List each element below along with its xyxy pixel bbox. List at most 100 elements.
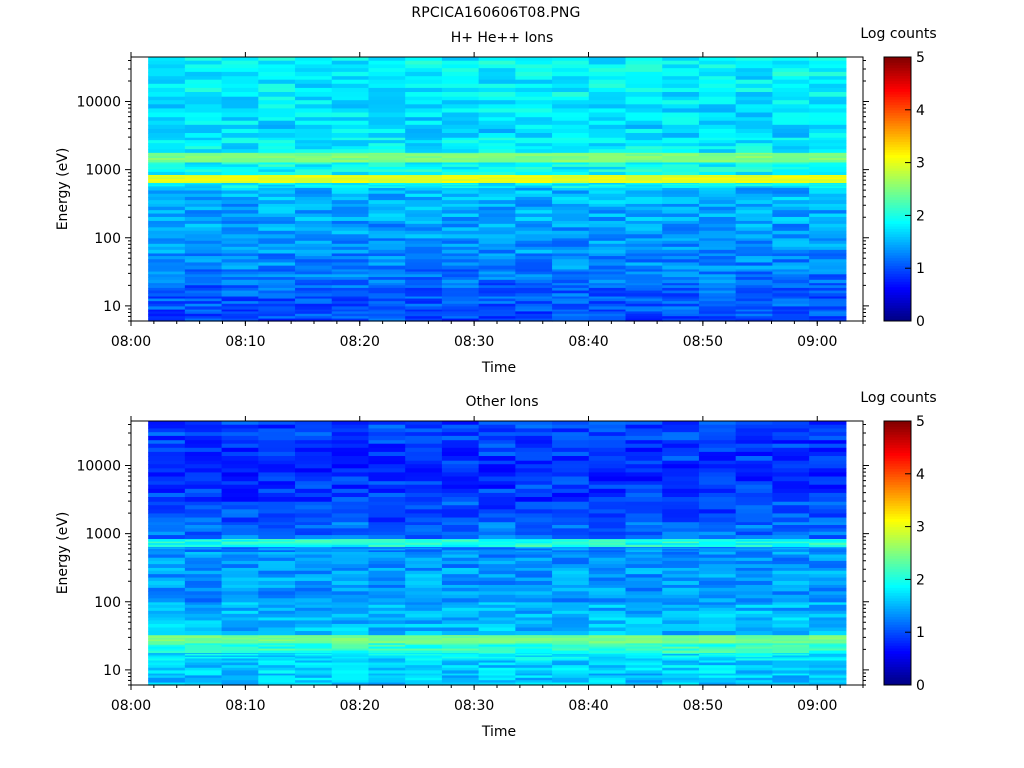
heatmap-cell xyxy=(625,311,663,315)
heatmap-cell xyxy=(184,57,223,62)
heatmap-cell xyxy=(698,185,737,187)
heatmap-cell xyxy=(258,682,296,686)
heatmap-cell xyxy=(405,133,443,138)
heatmap-cell xyxy=(405,213,443,218)
heatmap-cell xyxy=(184,447,223,453)
heatmap-cell xyxy=(221,574,259,579)
heatmap-cell xyxy=(258,484,296,490)
heatmap-cell xyxy=(405,112,443,118)
heatmap-cell xyxy=(698,655,737,658)
heatmap-cell xyxy=(772,262,810,267)
heatmap-cell xyxy=(331,675,370,679)
heatmap-cell xyxy=(221,564,259,568)
heatmap-cell xyxy=(588,227,627,232)
heatmap-cell xyxy=(405,488,443,494)
heatmap-cell xyxy=(625,497,663,502)
heatmap-cell xyxy=(405,87,443,93)
heatmap-cell xyxy=(772,193,810,198)
heatmap-cell xyxy=(588,124,627,130)
heatmap-cell xyxy=(625,543,663,546)
heatmap-cell xyxy=(552,646,590,650)
heatmap-cell xyxy=(515,282,553,286)
heatmap-cell xyxy=(662,655,700,658)
heatmap-cell xyxy=(515,567,553,572)
colorbar-segment xyxy=(884,199,911,203)
heatmap-cell xyxy=(331,476,370,482)
colorbar-segment xyxy=(884,642,911,646)
heatmap-cell xyxy=(515,313,553,317)
heatmap-cell xyxy=(295,206,333,211)
heatmap-cell xyxy=(405,116,443,122)
heatmap-cell xyxy=(698,182,737,184)
heatmap-cell xyxy=(662,675,700,679)
heatmap-cell xyxy=(405,623,443,629)
heatmap-cell xyxy=(148,60,186,66)
heatmap-cell xyxy=(809,570,847,575)
heatmap-cell xyxy=(221,524,259,529)
heatmap-cell xyxy=(405,100,443,105)
heatmap-cell xyxy=(368,644,406,648)
colorbar-segment xyxy=(884,220,911,224)
heatmap-cell xyxy=(368,285,406,289)
heatmap-cell xyxy=(735,234,773,239)
heatmap-cell xyxy=(735,677,773,681)
heatmap-cell xyxy=(368,287,406,292)
heatmap-cell xyxy=(331,421,370,426)
heatmap-cell xyxy=(698,451,737,457)
heatmap-cell xyxy=(331,670,370,674)
heatmap-cell xyxy=(515,658,553,661)
heatmap-cell xyxy=(148,648,186,652)
heatmap-cell xyxy=(625,161,663,165)
heatmap-cell xyxy=(478,501,516,506)
heatmap-cell xyxy=(331,271,370,275)
heatmap-cell xyxy=(809,311,847,315)
heatmap-cell xyxy=(478,610,516,615)
heatmap-cell xyxy=(478,164,516,168)
heatmap-cell xyxy=(258,439,296,445)
colorbar-segment xyxy=(884,460,911,464)
heatmap-cell xyxy=(552,580,590,585)
heatmap-cell xyxy=(625,309,663,312)
heatmap-cell xyxy=(662,287,700,292)
heatmap-cell xyxy=(662,610,700,615)
heatmap-cell xyxy=(184,220,223,225)
heatmap-cell xyxy=(405,60,443,66)
heatmap-cell xyxy=(698,531,737,536)
heatmap-cell xyxy=(552,149,590,153)
heatmap-cell xyxy=(809,149,847,153)
heatmap-cell xyxy=(258,541,296,544)
heatmap-cell xyxy=(221,513,259,519)
heatmap-cell xyxy=(441,574,480,579)
heatmap-cell xyxy=(662,535,700,540)
heatmap-cell xyxy=(625,641,663,644)
heatmap-cell xyxy=(772,287,810,292)
heatmap-cell xyxy=(552,177,590,180)
heatmap-cell xyxy=(331,183,370,185)
heatmap-cell xyxy=(478,432,516,437)
heatmap-cell xyxy=(258,550,296,552)
heatmap-cell xyxy=(295,156,333,159)
heatmap-cell xyxy=(405,456,443,461)
heatmap-cell xyxy=(441,451,480,457)
heatmap-cell xyxy=(552,240,590,245)
heatmap-cell xyxy=(295,133,333,138)
heatmap-cell xyxy=(331,265,370,270)
heatmap-cell xyxy=(184,675,223,679)
heatmap-cell xyxy=(184,298,223,302)
heatmap-cell xyxy=(515,517,553,523)
heatmap-cell xyxy=(515,653,553,657)
heatmap-cell xyxy=(331,184,370,186)
heatmap-cell xyxy=(735,567,773,572)
heatmap-cell xyxy=(698,210,737,215)
heatmap-cell xyxy=(405,161,443,165)
heatmap-cell xyxy=(295,158,333,161)
heatmap-cell xyxy=(184,610,223,615)
heatmap-cell xyxy=(184,246,223,251)
heatmap-cell xyxy=(478,665,516,669)
heatmap-cell xyxy=(809,656,847,660)
heatmap-cell xyxy=(368,206,406,211)
heatmap-cell xyxy=(698,96,737,101)
heatmap-cell xyxy=(148,564,186,568)
colorbar-segment xyxy=(884,600,911,604)
heatmap-cell xyxy=(698,303,737,307)
